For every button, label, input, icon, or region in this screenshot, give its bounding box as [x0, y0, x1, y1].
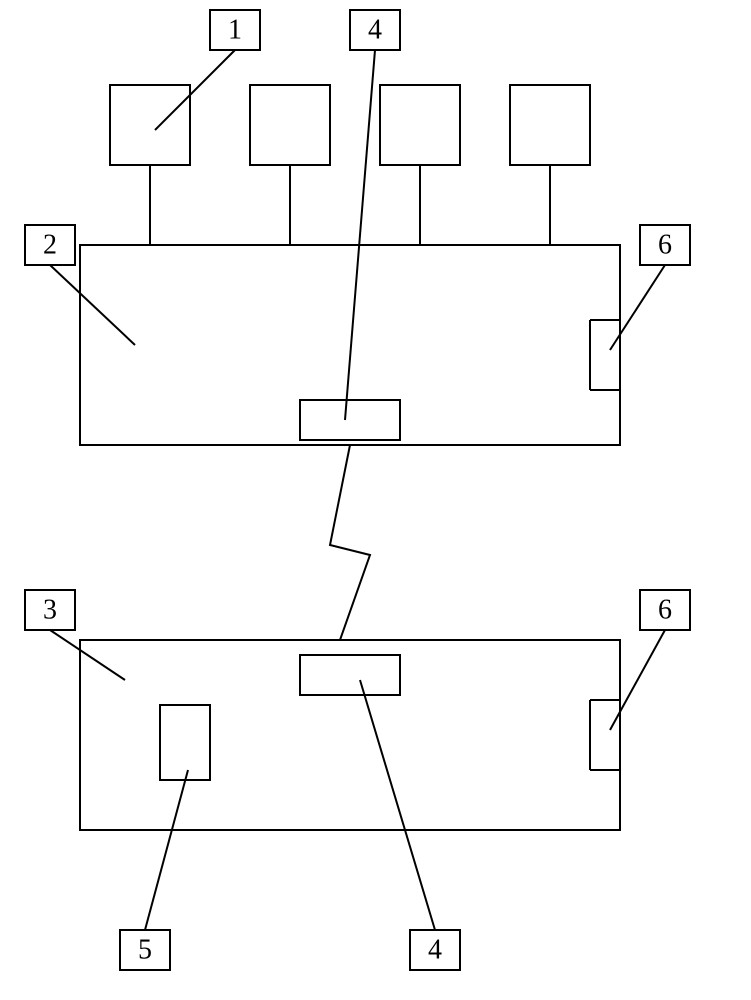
callout-label-5: 5 — [138, 935, 152, 966]
callout-label-6-upper: 6 — [658, 230, 672, 261]
callout-label-4-lower: 4 — [428, 935, 442, 966]
top-module-4 — [510, 85, 590, 165]
top-module-2 — [250, 85, 330, 165]
callout-label-1: 1 — [228, 15, 242, 46]
callout-leader-6-lower — [610, 630, 665, 730]
callout-leader-3 — [50, 630, 125, 680]
callout-leader-5 — [145, 770, 188, 930]
callout-label-6-lower: 6 — [658, 595, 672, 626]
top-module-1 — [110, 85, 190, 165]
callout-label-2: 2 — [43, 230, 57, 261]
callout-leader-6-upper — [610, 265, 665, 350]
upper-unit-module — [300, 400, 400, 440]
upper-unit — [80, 245, 620, 445]
callout-leader-4-lower — [360, 680, 435, 930]
wireless-link — [330, 445, 370, 640]
callout-leader-1 — [155, 50, 235, 130]
top-module-3 — [380, 85, 460, 165]
lower-unit-module-left — [160, 705, 210, 780]
callout-leader-2 — [50, 265, 135, 345]
lower-unit-module-top — [300, 655, 400, 695]
callout-label-3: 3 — [43, 595, 57, 626]
callout-label-4-upper: 4 — [368, 15, 382, 46]
callout-leader-4-upper — [345, 50, 375, 420]
